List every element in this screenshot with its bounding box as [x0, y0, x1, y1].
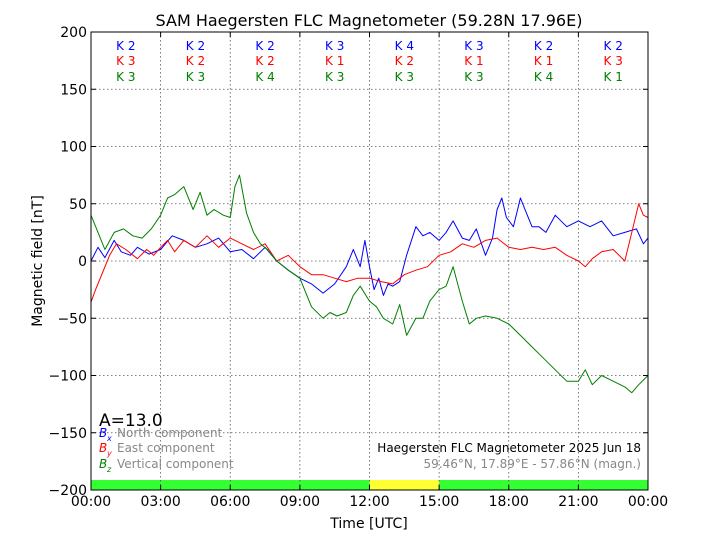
k-index-vertical: K 3 — [186, 70, 205, 84]
legend-coordinates: 59.46°N, 17.89°E - 57.86°N (magn.) — [424, 457, 641, 471]
daylight-segment-2 — [439, 480, 648, 490]
k-index-vertical: K 1 — [604, 70, 623, 84]
k-index-vertical: K 4 — [534, 70, 553, 84]
k-index-east: K 1 — [325, 54, 344, 68]
y-tick-label: 150 — [60, 82, 87, 98]
x-tick-label: 06:00 — [210, 494, 250, 510]
y-tick-label: −200 — [49, 483, 87, 499]
x-axis-label: Time [UTC] — [329, 516, 407, 532]
x-tick-label: 21:00 — [558, 494, 598, 510]
x-tick-label: 15:00 — [419, 494, 459, 510]
y-axis-ticks: 200 150 100 50 0 −50 −100 −150 −200 — [49, 25, 648, 499]
a-index: A=13.0 — [99, 411, 163, 431]
k-index-east: K 3 — [604, 54, 623, 68]
k-index-east: K 3 — [116, 54, 135, 68]
y-tick-label: 200 — [60, 25, 87, 41]
x-tick-label: 03:00 — [140, 494, 180, 510]
k-index-east: K 2 — [395, 54, 414, 68]
x-tick-label: 18:00 — [489, 494, 529, 510]
series-east-component — [90, 203, 649, 303]
chart-title: SAM Haegersten FLC Magnetometer (59.28N … — [156, 11, 583, 30]
k-index-north: K 2 — [534, 39, 553, 53]
k-index-vertical: K 3 — [395, 70, 414, 84]
y-tick-label: −50 — [57, 311, 87, 327]
x-axis-ticks: 00:00 03:00 06:00 09:00 12:00 15:00 18:00 21:00… — [71, 32, 668, 510]
legend-symbol: B — [99, 426, 107, 440]
series-lines — [90, 174, 649, 394]
k-index-east: K 1 — [464, 54, 483, 68]
legend-station-title: Haegersten FLC Magnetometer 2025 Jun 18 — [377, 441, 641, 455]
k-index-north: K 3 — [325, 39, 344, 53]
k-index-north: K 2 — [116, 39, 135, 53]
k-index-east: K 2 — [186, 54, 205, 68]
y-axis-label: Magnetic field [nT] — [30, 195, 46, 327]
k-index-vertical: K 3 — [116, 70, 135, 84]
k-index-north: K 2 — [604, 39, 623, 53]
k-index-vertical: K 3 — [325, 70, 344, 84]
k-index-east: K 2 — [255, 54, 274, 68]
legend-subscript: y — [106, 449, 112, 458]
y-tick-label: 0 — [78, 254, 87, 270]
y-tick-label: 100 — [60, 140, 87, 156]
x-tick-label: 00:00 — [628, 494, 668, 510]
k-index-north: K 3 — [464, 39, 483, 53]
k-index-north: K 2 — [255, 39, 274, 53]
legend-subscript: z — [106, 465, 112, 474]
grid-lines — [91, 32, 648, 490]
k-index-north: K 4 — [395, 39, 414, 53]
daylight-segment-1 — [369, 480, 440, 490]
y-tick-label: −100 — [49, 369, 87, 385]
k-index-vertical: K 3 — [464, 70, 483, 84]
legend-label: Vertical component — [117, 457, 234, 471]
legend-label: East component — [117, 441, 215, 455]
legend-label: North component — [117, 426, 223, 440]
y-tick-label: 50 — [69, 197, 87, 213]
y-tick-label: −150 — [49, 426, 87, 442]
x-tick-label: 09:00 — [280, 494, 320, 510]
legend-symbol: B — [99, 441, 107, 455]
series-vertical-component — [90, 174, 649, 394]
x-tick-label: 00:00 — [71, 494, 111, 510]
k-index-east: K 1 — [534, 54, 553, 68]
k-index-vertical: K 4 — [255, 70, 274, 84]
legend-subscript: x — [106, 434, 112, 443]
x-tick-label: 12:00 — [349, 494, 389, 510]
legend-symbol: B — [99, 457, 107, 471]
k-index-north: K 2 — [186, 39, 205, 53]
